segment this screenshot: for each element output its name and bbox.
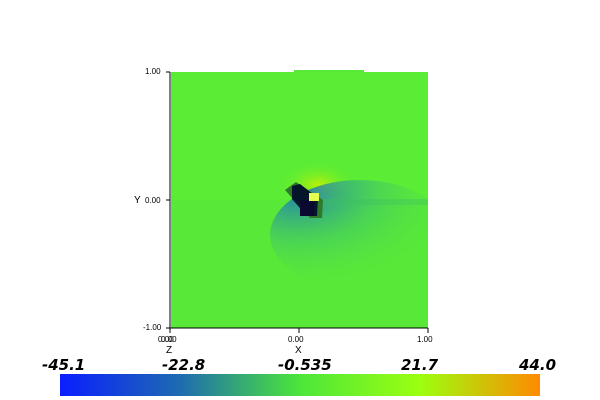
colorbar-tick-label: 21.7	[401, 356, 439, 374]
z-axis-label: Z	[166, 345, 173, 356]
z-tick-label: 0.00	[158, 335, 174, 344]
y-tick-label-mid: 0.00	[145, 196, 161, 205]
colorbar	[60, 374, 540, 396]
y-tick-label-bottom: -1.00	[143, 323, 162, 332]
x-tick-label-mid: 0.00	[288, 335, 304, 344]
field-shear-band	[320, 199, 428, 205]
z-tick-label: 0.00	[161, 335, 177, 344]
x-tick-label-right: 1.00	[417, 335, 433, 344]
colorbar-tick-label: -0.535	[278, 356, 332, 374]
dark-core-cell	[300, 200, 314, 216]
core-highlight	[309, 193, 319, 201]
colorbar-tick-label: 44.0	[519, 356, 557, 374]
colorbar-tick-label: -22.8	[162, 356, 206, 374]
colorbar-tick-label: -45.1	[42, 356, 86, 374]
y-axis-label: Y	[134, 195, 141, 206]
x-axis-label: X	[295, 345, 302, 356]
y-tick-label-top: 1.00	[145, 67, 161, 76]
field-top-edge	[294, 70, 364, 73]
